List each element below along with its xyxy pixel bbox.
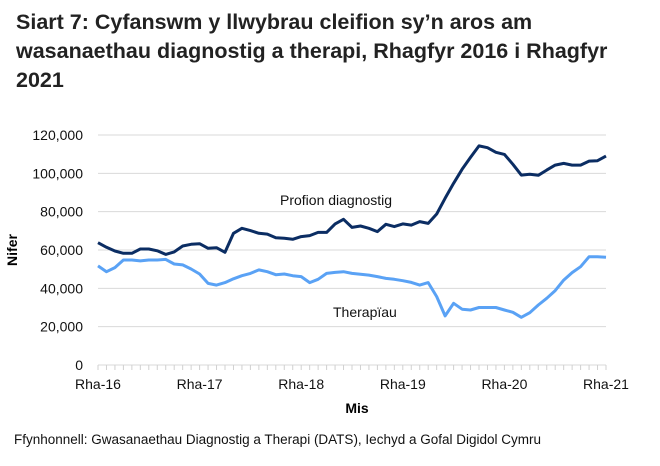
y-tick-label: 100,000 [32, 165, 83, 181]
series-label: Profion diagnostig [280, 192, 392, 208]
y-tick-label: 60,000 [40, 242, 83, 258]
x-tick-label: Rha-16 [75, 376, 121, 392]
x-tick-label: Rha-19 [380, 376, 426, 392]
y-tick-label: 80,000 [40, 204, 83, 220]
y-axis-label: Nifer [4, 234, 20, 266]
x-tick-label: Rha-17 [177, 376, 223, 392]
x-axis-label: Mis [345, 400, 369, 416]
x-tick-label: Rha-18 [278, 376, 324, 392]
y-tick-label: 20,000 [40, 319, 83, 335]
y-tick-label: 40,000 [40, 280, 83, 296]
series-label: Therapïau [333, 304, 397, 320]
x-tick-label: Rha-20 [481, 376, 527, 392]
y-tick-label: 0 [75, 357, 83, 373]
source-note: Ffynhonnell: Gwasanaethau Diagnostig a T… [14, 432, 542, 447]
chart-title: Siart 7: Cyfanswm y llwybrau cleifion sy… [16, 10, 608, 92]
x-tick-label: Rha-21 [583, 376, 629, 392]
y-tick-label: 120,000 [32, 127, 83, 143]
